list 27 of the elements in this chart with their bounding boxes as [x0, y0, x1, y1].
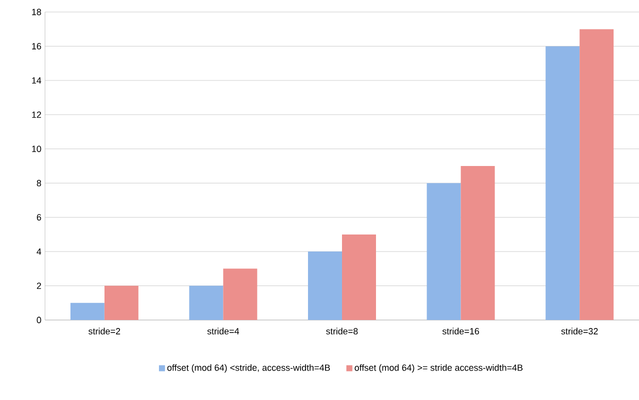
bar — [460, 166, 495, 320]
x-tick-label: stride=32 — [561, 328, 598, 334]
x-tick-label: stride=16 — [442, 328, 480, 334]
bar — [70, 302, 104, 320]
bar — [426, 183, 461, 320]
bar — [104, 286, 138, 320]
y-tick-label: 18 — [32, 8, 42, 16]
y-tick-label: 8 — [36, 180, 42, 186]
legend-label: offset (mod 64) <stride, access-width=4B — [167, 364, 330, 373]
y-tick-label: 12 — [32, 112, 42, 118]
bar — [308, 252, 342, 320]
x-tick-label: stride=2 — [88, 328, 120, 334]
y-tick-label: 4 — [36, 248, 42, 255]
bar — [223, 268, 258, 320]
y-tick-label: 10 — [32, 146, 42, 152]
y-tick-label: 14 — [32, 77, 42, 84]
bar — [189, 286, 224, 320]
y-tick-label: 2 — [36, 282, 42, 289]
x-tick-label: stride=8 — [326, 328, 358, 334]
bar — [580, 29, 614, 320]
bar — [342, 234, 376, 320]
bar — [546, 46, 580, 320]
legend-label: offset (mod 64) >= stride access-width=4B — [354, 364, 523, 373]
y-tick-label: 16 — [32, 43, 42, 50]
x-tick-label: stride=4 — [207, 328, 240, 334]
y-tick-label: 6 — [36, 214, 42, 221]
y-tick-label: 0 — [36, 316, 42, 324]
